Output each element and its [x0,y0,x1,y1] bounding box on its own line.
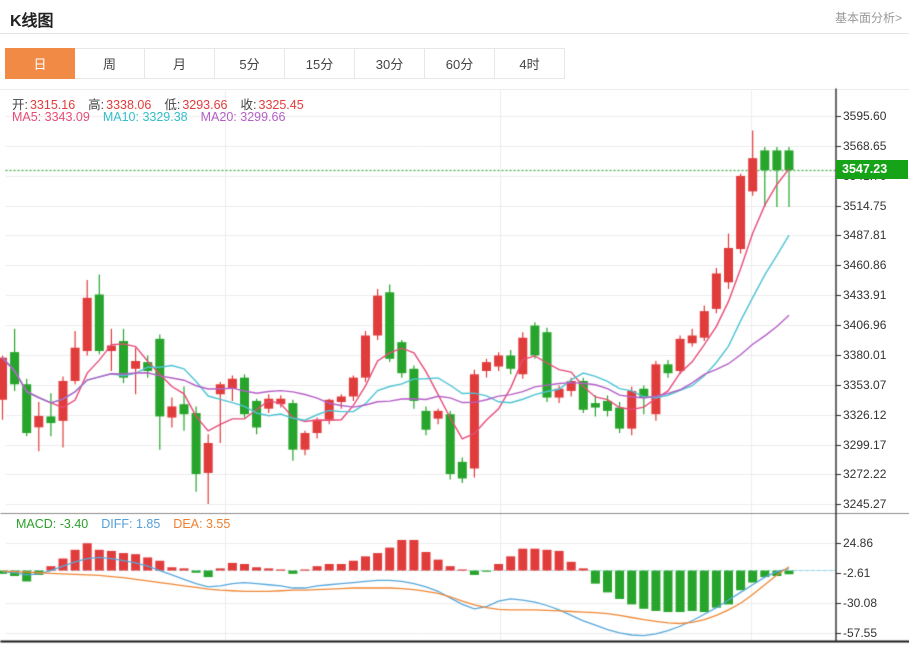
ma-legend-item-2: MA20: 3299.66 [200,110,286,124]
price-axis-label-9: 3353.07 [843,377,887,392]
macd-legend-item-1: DIFF: 1.85 [101,517,161,531]
macd-legend-item-0: MACD: -3.40 [16,517,89,531]
price-axis-label-13: 3245.27 [843,497,887,512]
ohlc-item-1: 高: 3338.06 [88,98,152,112]
ma-legend: MA5: 3343.09 MA10: 3329.38 MA20: 3299.66 [12,110,285,124]
macd-axis-label-0: 24.86 [843,535,874,550]
ohlc-item-2: 低: 3293.66 [164,98,228,112]
price-axis-label-3: 3514.75 [843,198,887,213]
price-axis-label-11: 3299.17 [843,437,887,452]
price-axis-label-8: 3380.01 [843,347,887,362]
price-axis-label-10: 3326.12 [843,407,887,422]
price-axis-label-7: 3406.96 [843,318,887,333]
macd-axis-label-3: -57.55 [843,625,878,640]
ma-legend-item-0: MA5: 3343.09 [12,110,90,124]
price-axis-label-12: 3272.22 [843,467,887,482]
ohlc-item-0: 开: 3315.16 [12,98,76,112]
price-axis-label-1: 3568.65 [843,138,887,153]
ohlc-legend: 开: 3315.16 高: 3338.06 低: 3293.66 收: 3325.45 [12,94,304,113]
macd-axis-label-2: -30.08 [843,595,878,610]
price-axis-label-4: 3487.81 [843,228,887,243]
price-axis-label-5: 3460.86 [843,258,887,273]
macd-axis-label-1: -2.61 [843,565,871,580]
price-axis-label-0: 3595.60 [843,109,887,123]
current-price-badge: 3547.23 [836,160,908,180]
price-axis-label-6: 3433.91 [843,288,887,303]
ma-legend-item-1: MA10: 3329.38 [102,110,188,124]
ohlc-item-3: 收: 3325.45 [240,98,304,112]
macd-legend-item-2: DEA: 3.55 [173,517,231,531]
macd-legend: MACD: -3.40 DIFF: 1.85 DEA: 3.55 [16,517,230,531]
